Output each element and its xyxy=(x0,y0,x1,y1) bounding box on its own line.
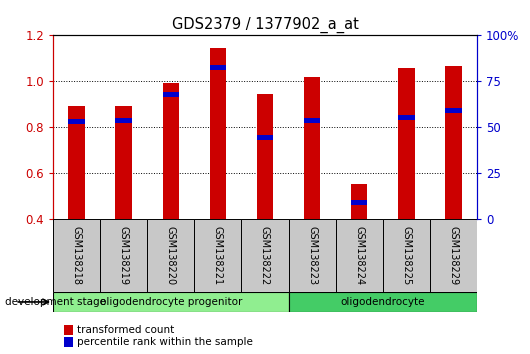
Text: GSM138222: GSM138222 xyxy=(260,226,270,285)
Text: GSM138219: GSM138219 xyxy=(119,226,129,285)
Text: GSM138229: GSM138229 xyxy=(448,226,458,285)
Bar xyxy=(242,219,288,292)
Bar xyxy=(257,94,273,219)
Bar xyxy=(335,219,383,292)
Text: GSM138225: GSM138225 xyxy=(401,226,411,285)
Text: transformed count: transformed count xyxy=(77,325,174,335)
Bar xyxy=(163,82,179,219)
Bar xyxy=(445,67,462,219)
Text: GSM138221: GSM138221 xyxy=(213,226,223,285)
Bar xyxy=(210,48,226,219)
Bar xyxy=(147,219,195,292)
Bar xyxy=(100,219,147,292)
Text: GSM138218: GSM138218 xyxy=(72,226,82,285)
Bar xyxy=(289,292,477,312)
Text: GSM138220: GSM138220 xyxy=(166,226,176,285)
Bar xyxy=(398,68,414,219)
Text: oligodendrocyte progenitor: oligodendrocyte progenitor xyxy=(100,297,242,307)
Bar xyxy=(116,106,132,219)
Bar xyxy=(116,118,132,122)
Bar xyxy=(398,115,414,120)
Bar xyxy=(351,200,367,205)
Bar xyxy=(383,219,430,292)
Bar xyxy=(68,119,85,124)
Text: development stage: development stage xyxy=(5,297,107,307)
Text: oligodendrocyte: oligodendrocyte xyxy=(341,297,425,307)
Bar xyxy=(304,118,320,122)
Text: percentile rank within the sample: percentile rank within the sample xyxy=(77,337,253,347)
Bar xyxy=(304,77,320,219)
Bar xyxy=(257,135,273,140)
Bar xyxy=(445,108,462,113)
Bar xyxy=(351,184,367,219)
Bar xyxy=(195,219,241,292)
Text: GSM138224: GSM138224 xyxy=(354,226,364,285)
Bar xyxy=(53,292,288,312)
Bar xyxy=(68,105,85,219)
Bar xyxy=(210,65,226,70)
Bar xyxy=(430,219,477,292)
Text: GSM138223: GSM138223 xyxy=(307,226,317,285)
Title: GDS2379 / 1377902_a_at: GDS2379 / 1377902_a_at xyxy=(172,16,358,33)
Bar xyxy=(289,219,335,292)
Bar xyxy=(53,219,100,292)
Bar xyxy=(163,92,179,97)
